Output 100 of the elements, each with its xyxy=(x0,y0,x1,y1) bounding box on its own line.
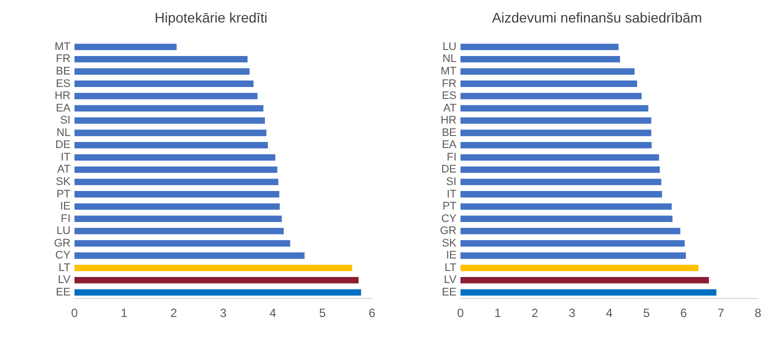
bar xyxy=(460,276,709,284)
y-tick-label: GR xyxy=(54,237,71,250)
bar xyxy=(74,130,266,136)
bar xyxy=(74,264,352,272)
y-tick-label: LU xyxy=(442,40,457,53)
y-tick-label: FR xyxy=(442,78,457,90)
bar xyxy=(74,240,290,247)
bar xyxy=(74,289,362,296)
bar xyxy=(460,117,652,124)
bar xyxy=(74,68,250,75)
bar xyxy=(460,203,672,210)
bar xyxy=(460,92,642,100)
y-tick-label: NL xyxy=(442,53,456,66)
y-tick-label: CY xyxy=(441,212,458,225)
x-tick-label: 2 xyxy=(170,306,178,320)
y-tick-label: EE xyxy=(56,286,70,298)
bar xyxy=(460,228,680,234)
y-tick-label: HR xyxy=(54,90,71,102)
y-tick-label: LV xyxy=(444,274,458,286)
y-tick-label: EA xyxy=(442,139,458,152)
y-tick-label: PT xyxy=(442,200,457,213)
bar xyxy=(74,80,254,87)
bar xyxy=(74,92,258,100)
x-tick-label: 5 xyxy=(319,306,326,320)
y-tick-label: DE xyxy=(441,164,456,176)
bar xyxy=(74,191,280,198)
bar xyxy=(460,130,652,136)
y-tick-label: EE xyxy=(442,286,456,298)
bar xyxy=(74,178,278,186)
y-tick-label: EA xyxy=(56,102,72,114)
y-tick-label: MT xyxy=(440,66,457,78)
bar xyxy=(460,264,698,272)
x-tick-label: 0 xyxy=(457,306,464,320)
bar xyxy=(74,203,280,210)
y-tick-label: DE xyxy=(55,139,70,152)
bar xyxy=(460,68,635,75)
y-tick-label: SK xyxy=(56,176,72,188)
y-tick-label: NL xyxy=(56,126,70,139)
y-tick-label: GR xyxy=(440,225,457,238)
bar xyxy=(460,56,620,62)
bar xyxy=(74,216,282,222)
x-tick-label: 6 xyxy=(368,306,376,320)
y-tick-label: FI xyxy=(60,212,70,225)
y-tick-label: IT xyxy=(446,188,457,200)
bar xyxy=(460,289,716,296)
y-tick-label: MT xyxy=(54,40,71,53)
bar xyxy=(74,252,305,259)
y-tick-label: IE xyxy=(60,200,70,213)
y-tick-label: SI xyxy=(446,176,456,188)
y-tick-label: HR xyxy=(440,114,457,127)
y-tick-label: SK xyxy=(442,237,458,250)
chart-title: Hipotekārie kredīti xyxy=(154,9,268,26)
bar xyxy=(74,44,177,50)
x-tick-label: 1 xyxy=(120,306,128,320)
y-tick-label: BE xyxy=(56,66,70,78)
bar xyxy=(460,252,686,259)
bar xyxy=(460,178,662,186)
x-tick-label: 2 xyxy=(532,306,539,320)
y-tick-label: CY xyxy=(55,250,72,262)
y-tick-label: IT xyxy=(60,151,71,164)
x-tick-label: 4 xyxy=(269,306,276,320)
y-tick-label: FR xyxy=(56,53,71,66)
chart-title: Aizdevumi nefinanšu sabiedrībām xyxy=(492,9,702,26)
y-tick-label: PT xyxy=(56,188,71,200)
bar xyxy=(460,240,685,247)
y-tick-label: LV xyxy=(58,274,72,286)
x-tick-label: 1 xyxy=(494,306,502,320)
bar xyxy=(74,166,278,173)
y-tick-label: AT xyxy=(57,164,71,176)
bar xyxy=(74,105,264,112)
x-tick-label: 3 xyxy=(568,306,576,320)
bar xyxy=(460,154,660,161)
x-tick-label: 5 xyxy=(643,306,650,320)
y-tick-label: ES xyxy=(442,90,456,102)
x-tick-label: 6 xyxy=(680,306,688,320)
bar xyxy=(74,117,265,124)
y-tick-label: FI xyxy=(446,151,456,164)
bar xyxy=(460,216,672,222)
y-tick-label: BE xyxy=(442,126,456,139)
y-tick-label: IE xyxy=(446,250,456,262)
bar xyxy=(460,191,662,198)
bar xyxy=(74,56,248,62)
x-tick-label: 4 xyxy=(606,306,613,320)
bar xyxy=(74,142,268,148)
x-tick-label: 3 xyxy=(220,306,227,320)
x-tick-label: 0 xyxy=(71,306,78,320)
y-tick-label: SI xyxy=(60,114,70,127)
bar xyxy=(74,276,359,284)
y-tick-label: LT xyxy=(444,262,457,274)
bar xyxy=(460,142,652,148)
x-tick-label: 8 xyxy=(754,306,762,320)
y-tick-label: LT xyxy=(58,262,71,274)
bar xyxy=(460,80,638,87)
bar xyxy=(74,228,284,234)
x-tick-label: 7 xyxy=(717,306,724,320)
y-tick-label: LU xyxy=(56,225,71,238)
y-tick-label: ES xyxy=(56,78,70,90)
bar xyxy=(74,154,276,161)
y-tick-label: AT xyxy=(443,102,457,114)
bar xyxy=(460,105,648,112)
